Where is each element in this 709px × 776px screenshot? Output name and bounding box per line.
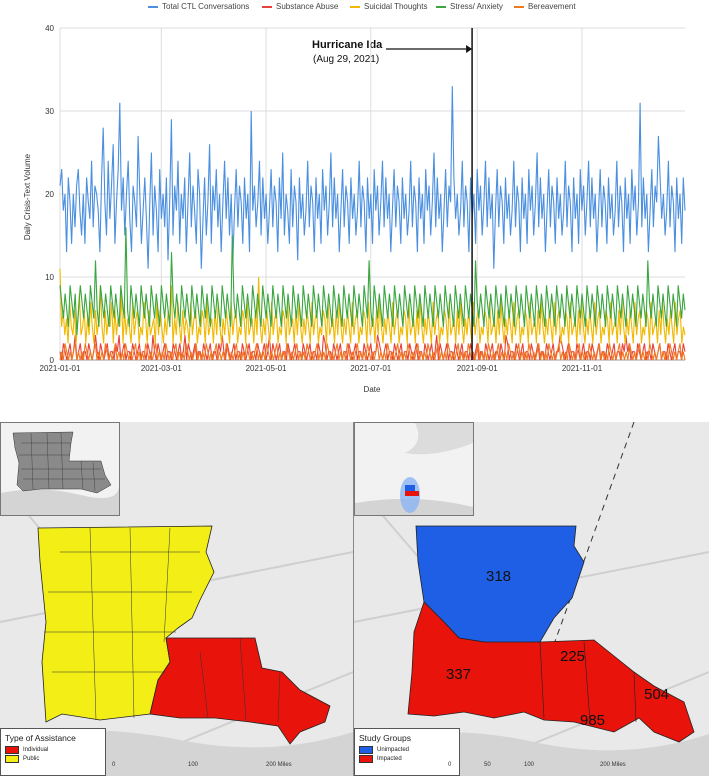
legend-swatch-bereavement <box>514 5 524 8</box>
individual-assistance-region <box>149 637 331 745</box>
y-tick-label: 20 <box>45 190 54 199</box>
study-groups-legend-title: Study Groups <box>359 733 411 743</box>
y-tick-label: 0 <box>50 356 55 365</box>
x-tick-label: 2021-11-01 <box>562 364 603 373</box>
legend-swatch-stress <box>436 5 446 8</box>
legend-swatch-unimpacted <box>359 746 373 754</box>
legend-label-suicidal: Suicidal Thoughts <box>364 2 428 11</box>
legend-item-total: Total CTL Conversations <box>148 2 249 11</box>
scale-r-100: 100 <box>524 762 535 768</box>
louisiana-inset <box>0 422 120 516</box>
scale-r-50: 50 <box>484 762 491 768</box>
label-985: 985 <box>580 712 606 729</box>
label-337: 337 <box>446 666 472 683</box>
legend-item-suicidal: Suicidal Thoughts <box>350 2 427 11</box>
scale-r-0: 0 <box>448 762 452 768</box>
series-line-3 <box>59 227 686 336</box>
scale-100: 100 <box>188 762 199 768</box>
assistance-legend: Type of Assistance Individual Public <box>0 728 106 776</box>
y-tick-label: 10 <box>45 273 54 282</box>
x-tick-label: 2021-09-01 <box>457 364 498 373</box>
annotation-arrowhead <box>466 45 473 53</box>
legend-row-individual: Individual <box>5 746 105 754</box>
assistance-legend-title: Type of Assistance <box>5 733 76 743</box>
scale-200: 200 Miles <box>266 762 292 768</box>
legend-swatch-impacted <box>359 755 373 763</box>
x-tick-label: 2021-01-01 <box>40 364 81 373</box>
y-tick-label: 40 <box>45 24 54 33</box>
line-chart: Total CTL Conversations Substance Abuse … <box>0 0 709 394</box>
legend-swatch-total <box>148 5 158 8</box>
x-tick-label: 2021-07-01 <box>350 364 391 373</box>
legend-text-individual: Individual <box>23 747 49 753</box>
assistance-map-panel: Type of Assistance Individual Public 0 1… <box>0 422 354 776</box>
x-tick-label: 2021-03-01 <box>141 364 182 373</box>
series-line-0 <box>59 86 686 269</box>
region-inset-map <box>355 423 473 515</box>
study-groups-map-panel: 318 337 225 504 985 Study Groups Unimpac… <box>354 422 709 776</box>
legend-row-unimpacted: Unimpacted <box>359 746 459 754</box>
legend-swatch-public <box>5 755 19 763</box>
x-tick-label: 2021-05-01 <box>246 364 287 373</box>
legend-text-unimpacted: Unimpacted <box>377 747 410 753</box>
legend-row-impacted: Impacted <box>359 755 459 763</box>
annotation-title: Hurricane Ida <box>312 39 383 51</box>
legend-item-stress: Stress/ Anxiety <box>436 2 503 11</box>
legend-label-substance: Substance Abuse <box>276 2 339 11</box>
y-axis-label: Daily Crisis-Text Volume <box>23 153 32 240</box>
region-inset <box>354 422 474 516</box>
scale-r-200: 200 Miles <box>600 762 626 768</box>
legend-swatch-substance <box>262 5 272 8</box>
chart-legend: Total CTL Conversations Substance Abuse … <box>0 0 709 14</box>
label-318: 318 <box>486 568 512 585</box>
legend-swatch-suicidal <box>350 5 360 8</box>
legend-label-total: Total CTL Conversations <box>162 2 250 11</box>
scale-0: 0 <box>112 762 116 768</box>
y-tick-label: 30 <box>45 107 54 116</box>
legend-label-bereavement: Bereavement <box>528 2 576 11</box>
legend-text-public: Public <box>23 756 40 762</box>
chart-plot: Daily Crisis-Text Volume Date Hurricane … <box>23 24 686 394</box>
legend-row-public: Public <box>5 755 105 763</box>
inset-map <box>1 431 120 515</box>
annotation-subtitle: (Aug 29, 2021) <box>313 54 379 65</box>
study-groups-legend: Study Groups Unimpacted Impacted <box>354 728 460 776</box>
legend-label-stress: Stress/ Anxiety <box>450 2 503 11</box>
legend-item-bereavement: Bereavement <box>514 2 576 11</box>
series-line-4 <box>59 343 686 361</box>
legend-item-substance: Substance Abuse <box>262 2 338 11</box>
maps-section: Type of Assistance Individual Public 0 1… <box>0 422 709 776</box>
legend-swatch-individual <box>5 746 19 754</box>
label-225: 225 <box>560 648 586 665</box>
label-504: 504 <box>644 686 670 703</box>
x-axis-label: Date <box>364 385 381 394</box>
series-line-1 <box>59 334 686 361</box>
legend-text-impacted: Impacted <box>377 756 402 762</box>
